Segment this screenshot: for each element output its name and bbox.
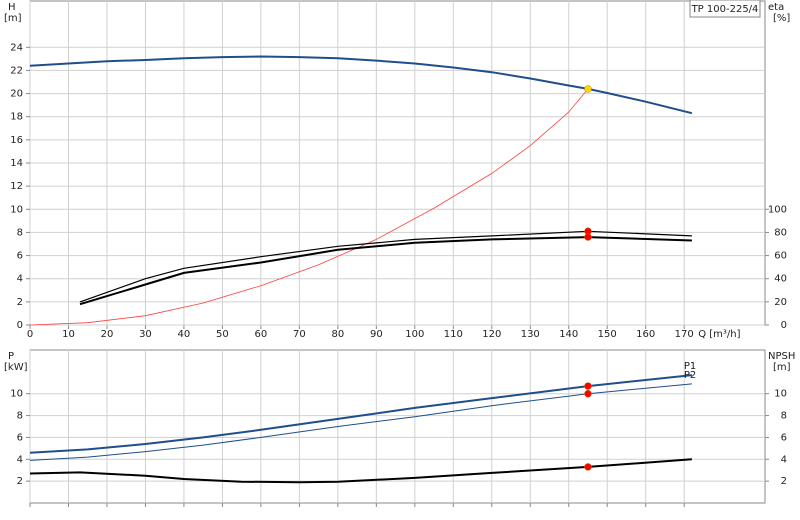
y-axis-label: P (8, 351, 14, 362)
x-tick-label: 130 (521, 329, 540, 340)
y2-axis-unit: [m] (773, 362, 791, 373)
y-tick-label: 4 (17, 454, 23, 465)
plot-frame (29, 349, 766, 504)
curve-label: P2 (684, 370, 696, 381)
x-axis-label: Q [m³/h] (698, 329, 740, 340)
y2-tick-label: 10 (774, 389, 787, 400)
operating-point (584, 382, 592, 390)
curve (29, 458, 692, 484)
y2-tick-label: 2 (781, 476, 787, 487)
y2-axis-label: NPSH (768, 351, 795, 362)
y-tick-label: 8 (17, 411, 23, 422)
curve (29, 88, 589, 326)
y2-axis-label: eta (768, 2, 784, 13)
y-tick-label: 2 (17, 476, 23, 487)
y-tick-label: 8 (17, 227, 23, 238)
x-tick-label: 160 (636, 329, 655, 340)
y2-tick-label: 8 (781, 411, 787, 422)
y2-tick-label: 4 (781, 454, 787, 465)
y2-tick-label: 6 (781, 432, 787, 443)
x-tick-label: 20 (101, 329, 114, 340)
y2-tick-label: 100 (768, 204, 787, 215)
x-tick-label: 90 (370, 329, 383, 340)
curve (29, 374, 693, 454)
y-tick-label: 14 (10, 158, 23, 169)
operating-point (584, 463, 592, 471)
x-tick-label: 60 (255, 329, 268, 340)
y2-tick-label: 0 (781, 320, 787, 331)
x-tick-label: 50 (216, 329, 229, 340)
y-tick-label: 24 (10, 42, 23, 53)
x-tick-label: 10 (62, 329, 75, 340)
y-tick-label: 10 (10, 204, 23, 215)
y-tick-label: 20 (10, 89, 23, 100)
x-tick-label: 40 (178, 329, 191, 340)
x-tick-label: 150 (598, 329, 617, 340)
y2-tick-label: 60 (774, 251, 787, 262)
x-tick-label: 100 (405, 329, 424, 340)
x-tick-label: 70 (293, 329, 306, 340)
y-tick-label: 0 (17, 320, 23, 331)
y-tick-label: 18 (10, 112, 23, 123)
x-tick-label: 140 (559, 329, 578, 340)
y-tick-label: 6 (17, 251, 23, 262)
x-tick-label: 110 (444, 329, 463, 340)
x-tick-label: 120 (482, 329, 501, 340)
y-tick-label: 12 (10, 181, 23, 192)
y-axis-unit: [kW] (4, 362, 28, 373)
x-tick-label: 80 (331, 329, 344, 340)
x-tick-label: 0 (27, 329, 33, 340)
y-tick-label: 16 (10, 135, 23, 146)
curve (79, 230, 692, 303)
chart-title: TP 100-225/4 (691, 4, 759, 15)
operating-point (584, 233, 592, 241)
y2-tick-label: 40 (774, 274, 787, 285)
y-axis-unit: [m] (4, 13, 22, 24)
operating-point (584, 85, 592, 93)
y-tick-label: 22 (10, 65, 23, 76)
curve (29, 55, 693, 115)
operating-point (584, 389, 592, 398)
y2-tick-label: 20 (774, 297, 787, 308)
curve-label: P1 (684, 361, 696, 372)
x-tick-label: 30 (139, 329, 152, 340)
curve (29, 383, 692, 461)
x-tick-label: 170 (675, 329, 694, 340)
y-tick-label: 6 (17, 432, 23, 443)
y2-axis-unit: [%] (773, 13, 790, 24)
curve (79, 236, 692, 306)
title-box (689, 0, 761, 18)
y2-tick-label: 80 (774, 227, 787, 238)
y-axis-label: H (8, 2, 16, 13)
y-tick-label: 4 (17, 274, 23, 285)
y-tick-label: 10 (10, 389, 23, 400)
y-tick-label: 2 (17, 297, 23, 308)
